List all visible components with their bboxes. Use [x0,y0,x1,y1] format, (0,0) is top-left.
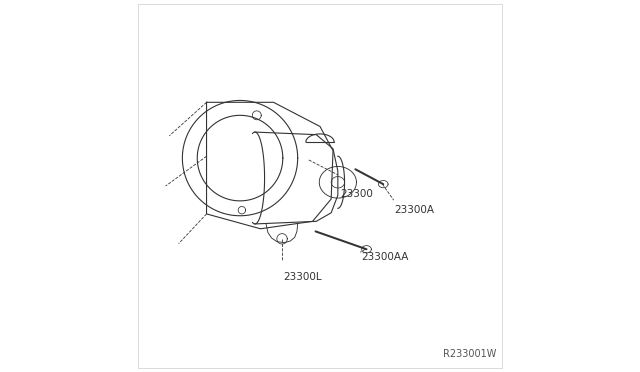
Text: 23300: 23300 [340,189,373,199]
Text: 23300L: 23300L [283,272,321,282]
Text: R233001W: R233001W [444,349,497,359]
Text: 23300AA: 23300AA [361,252,408,262]
Text: 23300A: 23300A [394,205,435,215]
